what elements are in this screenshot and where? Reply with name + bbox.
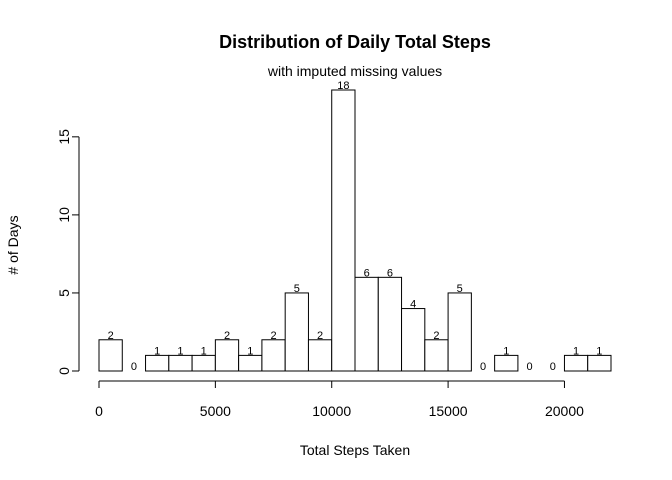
histogram-bar [168,354,193,372]
histogram-bar [563,354,589,372]
bar-count-label: 5 [457,283,463,295]
bar-count-label: 5 [294,283,300,295]
histogram-bar [494,354,519,372]
y-axis: 0 5 10 15 [56,129,80,375]
x-tick-label: 0 [95,403,103,419]
histogram-bar [191,354,216,372]
x-axis-label: Total Steps Taken [300,442,410,458]
bar-count-label: 4 [410,299,416,311]
bar-count-label: 0 [550,361,556,373]
y-tick-label: 15 [56,129,72,145]
bar-count-label: 1 [201,345,207,357]
bar-count-label: 1 [154,345,160,357]
bar-labels-group: 2 0 1 1 1 2 1 2 5 2 18 6 6 4 2 5 0 1 0 0 1 1 [108,80,603,373]
y-axis-label: # of Days [5,215,21,274]
bar-count-label: 2 [108,330,114,342]
x-axis: 0 5000 10000 15000 20000 [95,380,584,419]
histogram-bar [401,308,426,372]
bar-count-label: 6 [387,267,393,279]
bars-group [98,89,612,372]
x-tick-label: 20000 [545,403,584,419]
histogram-bar [377,276,403,372]
bar-count-label: 2 [224,330,230,342]
histogram-bar [238,354,263,372]
bar-count-label: 1 [247,345,253,357]
histogram-bar [214,339,240,372]
bar-count-label: 18 [337,80,349,92]
y-tick-label: 5 [56,289,72,297]
bar-count-label: 2 [317,330,323,342]
bar-count-label: 2 [433,330,439,342]
bar-count-label: 1 [573,345,579,357]
bar-count-label: 2 [270,330,276,342]
bar-count-label: 0 [526,361,532,373]
bar-count-label: 6 [364,267,370,279]
histogram-bar [284,292,309,372]
chart-title: Distribution of Daily Total Steps [219,32,491,52]
x-tick-label: 15000 [429,403,468,419]
histogram-bar [145,354,170,372]
histogram-bar [98,339,123,372]
bar-count-label: 1 [503,345,509,357]
y-tick-label: 0 [56,367,72,375]
histogram-bar [261,339,286,372]
histogram-bar [307,339,333,372]
histogram-bar [331,89,356,372]
x-tick-label: 5000 [200,403,231,419]
chart-subtitle: with imputed missing values [267,63,442,79]
y-tick-label: 10 [56,207,72,223]
bar-count-label: 1 [596,345,602,357]
histogram-bar [447,292,472,372]
histogram-bar [587,354,612,372]
bar-count-label: 0 [131,361,137,373]
bar-count-label: 1 [177,345,183,357]
histogram-bar [354,276,379,372]
histogram-bar [424,339,449,372]
bar-count-label: 0 [480,361,486,373]
x-tick-label: 10000 [312,403,351,419]
